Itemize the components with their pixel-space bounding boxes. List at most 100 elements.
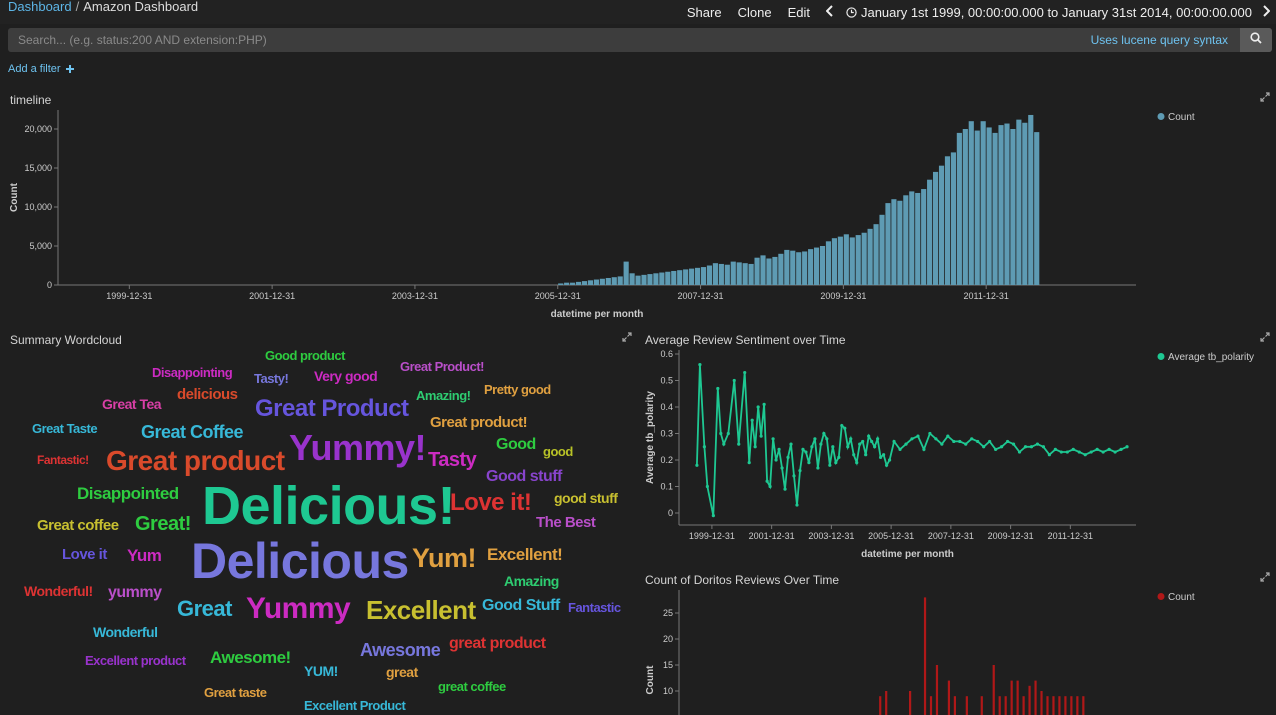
- clone-button[interactable]: Clone: [737, 4, 772, 20]
- chevron-left-icon[interactable]: [825, 4, 834, 20]
- expand-icon[interactable]: [622, 332, 632, 345]
- wordcloud-word[interactable]: Awesome: [360, 640, 441, 660]
- legend-label: Count: [1168, 592, 1195, 603]
- wordcloud-word[interactable]: Great product!: [430, 414, 528, 431]
- sentiment-panel: Average Review Sentiment over Time 0 0.1 0…: [640, 328, 1276, 568]
- wordcloud-word[interactable]: Good product: [265, 348, 345, 363]
- wordcloud-word[interactable]: Excellent Product: [304, 698, 406, 713]
- x-tick-label: 2011-12-31: [963, 291, 1008, 301]
- wordcloud-word[interactable]: great product: [449, 635, 546, 652]
- wordcloud-word[interactable]: Excellent!: [487, 545, 563, 564]
- wordcloud-word[interactable]: Great: [177, 596, 232, 621]
- y-tick-label: 20: [663, 634, 673, 644]
- lucene-syntax-link[interactable]: Uses lucene query syntax: [1090, 33, 1228, 47]
- expand-icon[interactable]: [1260, 332, 1270, 345]
- timeline-bar: [813, 247, 820, 285]
- wordcloud-word[interactable]: yummy: [108, 584, 162, 601]
- wordcloud-word[interactable]: Love it: [62, 546, 107, 563]
- wordcloud-word[interactable]: The Best: [536, 514, 596, 531]
- y-tick-label: 0: [668, 508, 673, 518]
- wordcloud-word[interactable]: Good: [496, 436, 536, 453]
- chevron-right-icon[interactable]: [1262, 4, 1271, 20]
- wordcloud-word[interactable]: Yummy: [246, 592, 351, 625]
- y-tick-label: 0.1: [660, 482, 673, 492]
- wordcloud-word[interactable]: Delicious: [191, 533, 409, 589]
- y-tick-label: 0.4: [660, 402, 673, 412]
- wordcloud-word[interactable]: Very good: [314, 368, 378, 384]
- search-button[interactable]: [1240, 28, 1272, 52]
- wordcloud-word[interactable]: Pretty good: [484, 382, 551, 397]
- wordcloud-word[interactable]: great: [386, 664, 418, 680]
- wordcloud-word[interactable]: good stuff: [554, 490, 618, 506]
- timeline-bar: [677, 270, 683, 285]
- sentiment-point: [771, 437, 775, 441]
- legend-dot: [1157, 353, 1165, 360]
- sentiment-point: [1125, 445, 1129, 449]
- sentiment-point: [1029, 445, 1034, 449]
- wordcloud-word[interactable]: Wonderful!: [24, 583, 93, 599]
- timeline-bar: [986, 127, 992, 285]
- sentiment-point: [1053, 447, 1057, 451]
- wordcloud-word[interactable]: Tasty: [428, 449, 477, 471]
- wordcloud-word[interactable]: Great Coffee: [141, 422, 244, 442]
- wordcloud-word[interactable]: Tasty!: [254, 371, 289, 386]
- sentiment-point: [1005, 439, 1010, 444]
- wordcloud-word[interactable]: Great Product!: [400, 359, 485, 374]
- wordcloud-word[interactable]: Yum!: [412, 543, 477, 573]
- wordcloud-word[interactable]: Great!: [135, 513, 191, 535]
- wordcloud-word[interactable]: great coffee: [438, 679, 506, 694]
- wordcloud-word[interactable]: Fantastic!: [37, 453, 89, 467]
- wordcloud-word[interactable]: delicious: [177, 386, 238, 403]
- wordcloud-word[interactable]: Yum: [127, 546, 162, 565]
- wordcloud-word[interactable]: Good Stuff: [482, 597, 560, 614]
- y-tick-label: 15,000: [24, 163, 52, 173]
- wordcloud-word[interactable]: Excellent: [366, 595, 476, 625]
- sentiment-point: [747, 461, 751, 465]
- sentiment-point: [705, 484, 709, 489]
- timeline-bar: [772, 256, 778, 285]
- timeline-bar: [1028, 114, 1034, 286]
- doritos-panel: Count of Doritos Reviews Over Time 10 15 2…: [640, 568, 1276, 715]
- wordcloud-word[interactable]: Great coffee: [37, 517, 119, 534]
- wordcloud-word[interactable]: Wonderful: [93, 624, 158, 640]
- x-axis-title: datetime per month: [551, 309, 644, 320]
- sentiment-point: [922, 447, 926, 451]
- time-range-picker[interactable]: January 1st 1999, 00:00:00.000 to Januar…: [860, 4, 1252, 20]
- wordcloud-word[interactable]: Disappointing: [152, 365, 233, 380]
- breadcrumb-dashboard-link[interactable]: Dashboard: [8, 0, 72, 14]
- wordcloud-word[interactable]: Great Taste: [32, 421, 98, 436]
- timeline-bar: [760, 255, 766, 285]
- wordcloud-word[interactable]: Yummy!: [289, 427, 427, 468]
- wordcloud-word[interactable]: Great Tea: [102, 396, 162, 412]
- sentiment-point: [864, 453, 868, 457]
- timeline-bar: [766, 258, 772, 285]
- wordcloud-word[interactable]: Fantastic: [568, 600, 621, 615]
- wordcloud-word[interactable]: Great taste: [204, 685, 267, 700]
- doritos-bar: [1046, 696, 1049, 715]
- wordcloud-word[interactable]: YUM!: [304, 663, 338, 679]
- timeline-bar: [927, 179, 933, 285]
- wordcloud-word[interactable]: Delicious!: [202, 476, 456, 536]
- share-button[interactable]: Share: [686, 4, 722, 20]
- sentiment-point: [702, 445, 706, 449]
- wordcloud-word[interactable]: Great Product: [255, 395, 409, 422]
- wordcloud-word[interactable]: Love it!: [450, 489, 532, 516]
- wordcloud-word[interactable]: Awesome!: [210, 648, 291, 667]
- sentiment-point: [852, 453, 856, 457]
- wordcloud-word[interactable]: good: [543, 444, 573, 459]
- wordcloud-word[interactable]: Amazing: [504, 573, 559, 589]
- search-input[interactable]: [8, 28, 1088, 52]
- wordcloud-word[interactable]: Good stuff: [486, 468, 562, 485]
- wordcloud-word[interactable]: Amazing!: [416, 388, 471, 403]
- wordcloud-word[interactable]: Great product: [106, 445, 285, 476]
- doritos-bar: [1058, 696, 1061, 715]
- sentiment-point: [910, 437, 914, 441]
- add-filter-button[interactable]: Add a filter: [8, 63, 74, 76]
- expand-icon[interactable]: [1260, 572, 1270, 585]
- wordcloud-word[interactable]: Disappointed: [77, 484, 179, 503]
- wordcloud-word[interactable]: Excellent product: [85, 653, 186, 668]
- edit-button[interactable]: Edit: [787, 4, 810, 20]
- x-axis-title: datetime per month: [861, 549, 954, 560]
- sentiment-point: [849, 437, 853, 441]
- expand-icon[interactable]: [1260, 92, 1270, 105]
